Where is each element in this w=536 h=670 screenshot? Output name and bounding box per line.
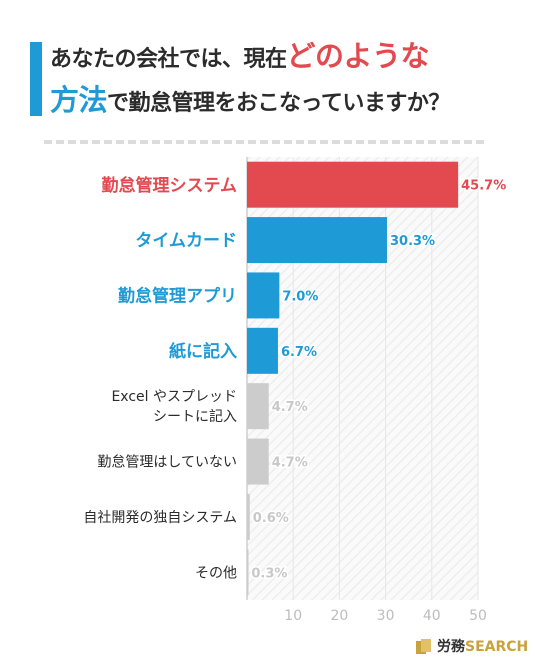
logo-text: 労務SEARCH [437,636,528,656]
value-label: 30.3% [390,234,435,249]
category-label: 自社開発の独自システム [83,510,237,526]
x-tick-label: 20 [330,608,348,624]
bar [247,438,269,485]
logo-text-jp: 労務 [437,639,465,655]
value-label: 7.0% [282,289,318,304]
title-line-1: あなたの会社では、現在どのような [50,34,530,78]
bar [247,161,459,208]
title-line2-highlight: 方法 [50,83,108,117]
category-label: 勤怠管理はしていない [97,455,237,471]
value-label: 4.7% [272,400,308,415]
category-label: その他 [195,565,237,581]
title-line1-normal: あなたの会社では、現在 [50,47,287,72]
logo-text-en: SEARCH [465,639,529,655]
title-line2-normal: で勤怠管理をおこなっていますか？ [107,91,450,116]
category-label: タイムカード [135,231,237,251]
value-label: 6.7% [281,345,317,360]
bar [247,549,249,596]
bar [247,383,269,430]
title-line-2: 方法で勤怠管理をおこなっていますか？ [50,78,530,122]
category-label: Excel やスプレッド [111,389,237,405]
value-label: 4.7% [272,456,308,471]
x-tick-label: 50 [469,608,487,624]
page-title: あなたの会社では、現在どのような 方法で勤怠管理をおこなっていますか？ [50,34,530,122]
brand-logo: 労務SEARCH [415,635,528,657]
bar [247,272,280,319]
title-line1-highlight: どのような [286,39,430,73]
title-divider [44,140,484,144]
logo-mark-icon [415,638,432,655]
value-label: 0.6% [253,511,289,526]
category-label: 勤怠管理アプリ [118,286,237,307]
category-label: シートに記入 [153,408,237,425]
bar [247,217,387,264]
value-label: 0.3% [251,566,287,581]
x-tick-label: 10 [284,608,302,624]
value-label: 45.7% [461,179,506,194]
x-tick-label: 40 [423,608,441,624]
bar [247,327,278,374]
category-label: 勤怠管理システム [102,175,238,196]
x-tick-label: 30 [377,608,395,624]
category-label: 紙に記入 [169,341,237,362]
bar [247,493,250,540]
title-accent-bar [30,42,42,116]
